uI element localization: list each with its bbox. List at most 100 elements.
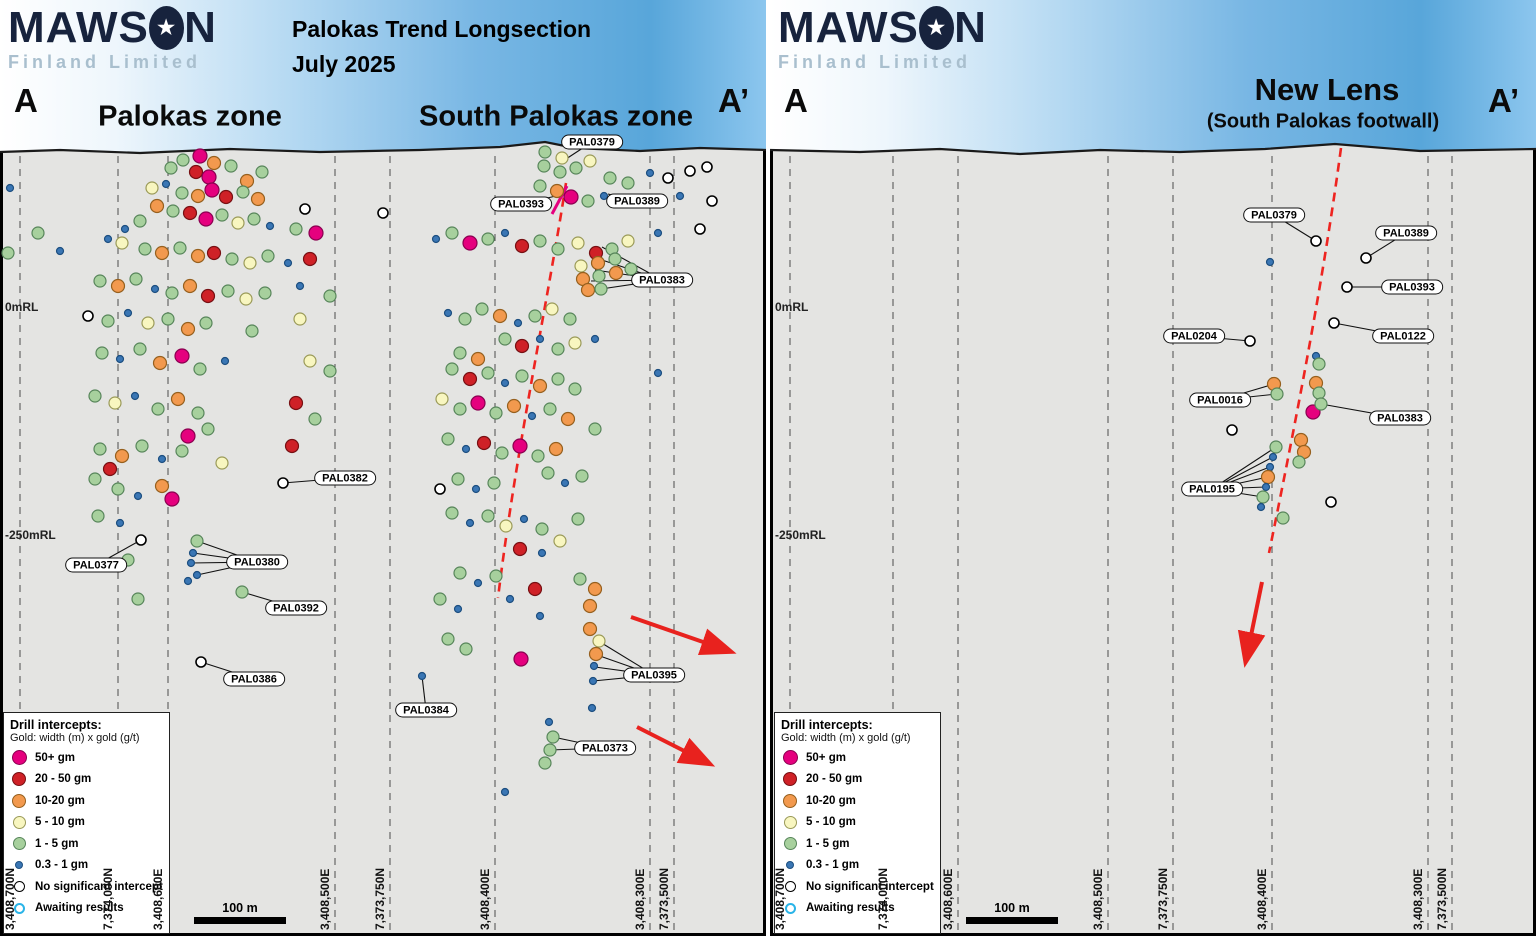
grid-coordinate-label: 3,408,500E — [1091, 868, 1105, 930]
drillhole-label: PAL0204 — [1163, 328, 1225, 344]
section-marker-a-prime: A’ — [718, 82, 750, 119]
legend-swatch-icon — [783, 772, 797, 787]
legend-swatch-icon — [782, 750, 798, 766]
grid-coordinate-label: 7,374,000N — [101, 867, 115, 930]
legend-title: Drill intercepts: — [781, 718, 873, 732]
scale-bar: 100 m — [194, 901, 286, 924]
grid-coordinate-label: 7,373,750N — [373, 867, 387, 930]
drillhole-label: PAL0389 — [1375, 225, 1437, 241]
legend-swatch-wrap — [781, 815, 799, 829]
drillhole-label: PAL0195 — [1181, 481, 1243, 497]
drillhole-label: PAL0393 — [1381, 279, 1443, 295]
legend-item: 50+ gm — [781, 747, 934, 769]
grid-coordinate-label: 3,408,600E — [151, 868, 165, 930]
drillhole-label: PAL0383 — [631, 272, 693, 288]
legend-item-label: Awaiting results — [806, 902, 895, 915]
legend-item-label: 20 - 50 gm — [806, 773, 863, 786]
drillhole-label: PAL0389 — [606, 193, 668, 209]
compass-star-icon: O★ — [148, 6, 185, 50]
legend-item: 20 - 50 gm — [781, 769, 934, 791]
legend-swatch-wrap — [781, 772, 799, 787]
section-marker-a: A — [784, 82, 808, 119]
legend-swatch-icon — [13, 881, 25, 893]
drillhole-label: PAL0380 — [226, 554, 288, 570]
drillhole-label: PAL0386 — [223, 671, 285, 687]
legend-box: Drill intercepts: Gold: width (m) x gold … — [774, 712, 941, 934]
compass-star-icon: O★ — [918, 6, 955, 50]
legend-item: No significant intercept — [781, 876, 934, 898]
elevation-label: -250mRL — [775, 528, 826, 542]
legend-item-label: 50+ gm — [806, 751, 846, 764]
legend-swatch-icon — [11, 750, 27, 766]
drillhole-label: PAL0393 — [490, 196, 552, 212]
company-wordmark: MAWSO★N — [8, 3, 217, 52]
zone-title: Palokas zone — [98, 100, 282, 133]
company-wordmark: MAWSO★N — [778, 3, 987, 52]
drillhole-label: PAL0395 — [623, 667, 685, 683]
scale-bar-rule — [966, 917, 1058, 924]
drillhole-label: PAL0392 — [265, 600, 327, 616]
grid-coordinate-label: 7,373,500N — [1435, 867, 1449, 930]
legend-title: Drill intercepts: — [10, 718, 102, 732]
legend-item-label: No significant intercept — [35, 880, 163, 893]
grid-coordinate-label: 3,408,700N — [773, 867, 787, 930]
legend-item-label: 1 - 5 gm — [806, 837, 850, 850]
legend-swatch-icon — [13, 902, 25, 914]
legend-subtitle: Gold: width (m) x gold (g/t) — [10, 732, 140, 744]
legend-swatch-wrap — [10, 772, 28, 787]
legend-item: Awaiting results — [781, 898, 934, 920]
legend-item-label: 5 - 10 gm — [806, 816, 856, 829]
company-subtitle: Finland Limited — [8, 52, 201, 72]
grid-coordinate-label: 7,373,750N — [1156, 867, 1170, 930]
drillhole-label: PAL0122 — [1372, 328, 1434, 344]
legend-item: 5 - 10 gm — [10, 812, 163, 834]
legend-item: No significant intercept — [10, 876, 163, 898]
legend-swatch-wrap — [10, 793, 28, 808]
legend-swatch-icon — [783, 793, 797, 808]
legend-subtitle: Gold: width (m) x gold (g/t) — [781, 732, 911, 744]
grid-coordinate-label: 3,408,300E — [633, 868, 647, 930]
legend-swatch-icon — [786, 861, 794, 870]
legend-item-label: 5 - 10 gm — [35, 816, 85, 829]
legend-item-label: 1 - 5 gm — [35, 837, 79, 850]
drillhole-label: PAL0384 — [395, 702, 457, 718]
legend-swatch-icon — [783, 837, 797, 851]
scale-bar: 100 m — [966, 901, 1058, 924]
grid-coordinate-label: 3,408,300E — [1411, 868, 1425, 930]
legend-item: 1 - 5 gm — [10, 833, 163, 855]
legend-swatch-wrap — [781, 793, 799, 808]
legend-swatch-icon — [12, 772, 26, 787]
legend-item-label: 20 - 50 gm — [35, 773, 92, 786]
drillhole-label: PAL0382 — [314, 470, 376, 486]
legend-item: 0.3 - 1 gm — [10, 855, 163, 877]
legend-item: 0.3 - 1 gm — [781, 855, 934, 877]
grid-coordinate-label: 3,408,500E — [318, 868, 332, 930]
legend-item: 20 - 50 gm — [10, 769, 163, 791]
grid-coordinate-label: 3,408,700N — [3, 867, 17, 930]
legend-swatch-icon — [12, 837, 26, 851]
legend-swatch-icon — [15, 861, 23, 870]
grid-coordinate-label: 3,408,400E — [1255, 868, 1269, 930]
legend-item-label: 0.3 - 1 gm — [35, 859, 89, 872]
grid-coordinate-label: 7,373,500N — [657, 867, 671, 930]
drillhole-label: PAL0373 — [574, 740, 636, 756]
legend-swatch-icon — [12, 815, 26, 829]
zone-title: (South Palokas footwall) — [1206, 110, 1440, 133]
drillhole-label: PAL0383 — [1369, 410, 1431, 426]
grid-coordinate-label: 7,374,000N — [876, 867, 890, 930]
legend-item-label: No significant intercept — [806, 880, 934, 893]
legend-item: 5 - 10 gm — [781, 812, 934, 834]
legend-item: 50+ gm — [10, 747, 163, 769]
elevation-label: 0mRL — [775, 300, 809, 314]
figure-title: Palokas Trend Longsection July 2025 — [292, 12, 591, 81]
scale-bar-rule — [194, 917, 286, 924]
drillhole-label: PAL0379 — [1243, 207, 1305, 223]
figure-title-line1: Palokas Trend Longsection — [292, 16, 592, 42]
section-marker-a-prime: A’ — [1488, 82, 1520, 119]
legend-item-label: 0.3 - 1 gm — [806, 859, 860, 872]
zone-title: South Palokas zone — [419, 100, 693, 133]
legend-item-label: 50+ gm — [35, 751, 75, 764]
